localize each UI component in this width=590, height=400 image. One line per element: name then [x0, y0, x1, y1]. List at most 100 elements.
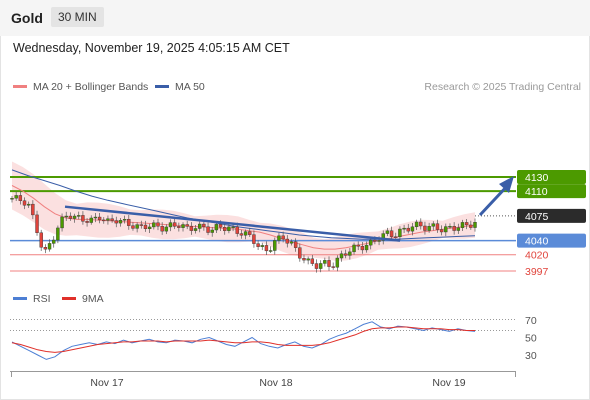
- candle-body: [256, 243, 260, 247]
- candle-body: [156, 222, 160, 227]
- x-tick-label: Nov 18: [259, 377, 292, 389]
- candle-body: [122, 219, 127, 221]
- candle-body: [177, 226, 181, 228]
- candle-body: [298, 247, 302, 259]
- candle-body: [118, 220, 123, 224]
- candle-body: [406, 227, 410, 232]
- candle-body: [35, 214, 39, 233]
- candle-body: [260, 245, 264, 247]
- candle-body: [206, 226, 210, 233]
- candle-body: [189, 226, 194, 231]
- candle-body: [427, 226, 431, 231]
- candle-body: [252, 234, 256, 244]
- rsi-legend-swatch: [13, 297, 27, 300]
- candle-body: [147, 226, 152, 230]
- candle-body: [248, 231, 252, 235]
- candle-body: [431, 223, 435, 227]
- rsi-tick-label: 30: [525, 350, 537, 362]
- level-lines: [10, 176, 516, 272]
- candle-body: [293, 241, 298, 248]
- ma50-line: [11, 169, 476, 240]
- candle-body: [97, 216, 102, 221]
- candle-body: [227, 226, 231, 231]
- candle-body: [419, 221, 423, 227]
- candle-body: [398, 228, 402, 238]
- rsi-legend: RSI 9MA: [13, 293, 104, 305]
- candle-body: [435, 223, 440, 230]
- chart-header: Gold 30 MIN: [0, 0, 590, 36]
- candle-body: [68, 215, 73, 219]
- candle-body: [444, 226, 448, 233]
- candle-body: [198, 223, 202, 229]
- candle-body: [235, 226, 239, 234]
- candle-body: [93, 216, 98, 219]
- moving-averages: [11, 169, 476, 250]
- candle-body: [331, 266, 335, 268]
- candle-body: [72, 215, 77, 219]
- candle-body: [131, 225, 135, 229]
- candle-body: [314, 263, 319, 269]
- legend: MA 20 + Bollinger Bands MA 50 Research ©…: [13, 81, 581, 93]
- forecast-arrow: [478, 182, 511, 217]
- candle-body: [239, 233, 244, 236]
- candle-body: [39, 232, 43, 248]
- level-label-3997: 3997: [525, 266, 549, 278]
- candle-body: [369, 239, 373, 246]
- candle-body: [452, 226, 456, 231]
- candle-body: [285, 238, 289, 244]
- candle-body: [310, 258, 315, 264]
- level-label-bg-4040: [517, 233, 586, 248]
- candle-body: [127, 219, 131, 226]
- candle-body: [106, 218, 110, 221]
- candle-body: [356, 244, 360, 247]
- ma20-legend-swatch: [13, 85, 27, 88]
- candle-body: [364, 244, 369, 251]
- candle-body: [277, 235, 281, 241]
- candle-body: [318, 263, 323, 269]
- chart-datetime: Wednesday, November 19, 2025 4:05:15 AM …: [13, 41, 290, 55]
- symbol-title: Gold: [11, 10, 43, 26]
- level-label-4110: 4110: [525, 186, 548, 198]
- candle-body: [456, 227, 461, 231]
- candle-body: [243, 231, 248, 236]
- candle-body: [469, 224, 473, 228]
- candle-body: [85, 221, 89, 223]
- rsi-line: [11, 321, 476, 360]
- candle-body: [160, 226, 164, 232]
- ma50-legend-label: MA 50: [175, 81, 205, 93]
- ma20-legend-label: MA 20 + Bollinger Bands: [33, 81, 148, 93]
- candle-body: [214, 224, 219, 231]
- candle-body: [31, 203, 35, 216]
- level-label-4040: 4040: [525, 236, 549, 248]
- candle-body: [348, 251, 352, 256]
- ma20-line: [11, 185, 476, 250]
- x-tick-label: Nov 17: [90, 377, 123, 389]
- timeframe-badge[interactable]: 30 MIN: [51, 7, 104, 27]
- candle-body: [223, 227, 227, 231]
- candles: [10, 191, 477, 273]
- candle-body: [323, 260, 327, 264]
- candle-body: [460, 222, 465, 228]
- candle-body: [464, 222, 469, 226]
- candle-body: [64, 215, 68, 218]
- candle-body: [77, 215, 81, 217]
- candle-body: [268, 250, 273, 252]
- candle-body: [139, 224, 144, 226]
- candle-body: [89, 217, 93, 223]
- candle-body: [414, 221, 419, 228]
- annotations: [64, 176, 514, 242]
- candle-body: [231, 226, 235, 229]
- candle-body: [18, 195, 23, 201]
- candle-body: [289, 241, 294, 244]
- candle-body: [352, 244, 356, 253]
- candle-body: [110, 218, 114, 221]
- candle-body: [47, 243, 52, 250]
- candle-body: [152, 222, 156, 228]
- candle-body: [164, 226, 169, 232]
- candle-body: [302, 258, 306, 261]
- candle-body: [172, 222, 177, 227]
- candle-body: [14, 195, 18, 199]
- candle-body: [394, 236, 398, 238]
- copyright-text: Research © 2025 Trading Central: [424, 81, 581, 93]
- candle-body: [56, 227, 60, 241]
